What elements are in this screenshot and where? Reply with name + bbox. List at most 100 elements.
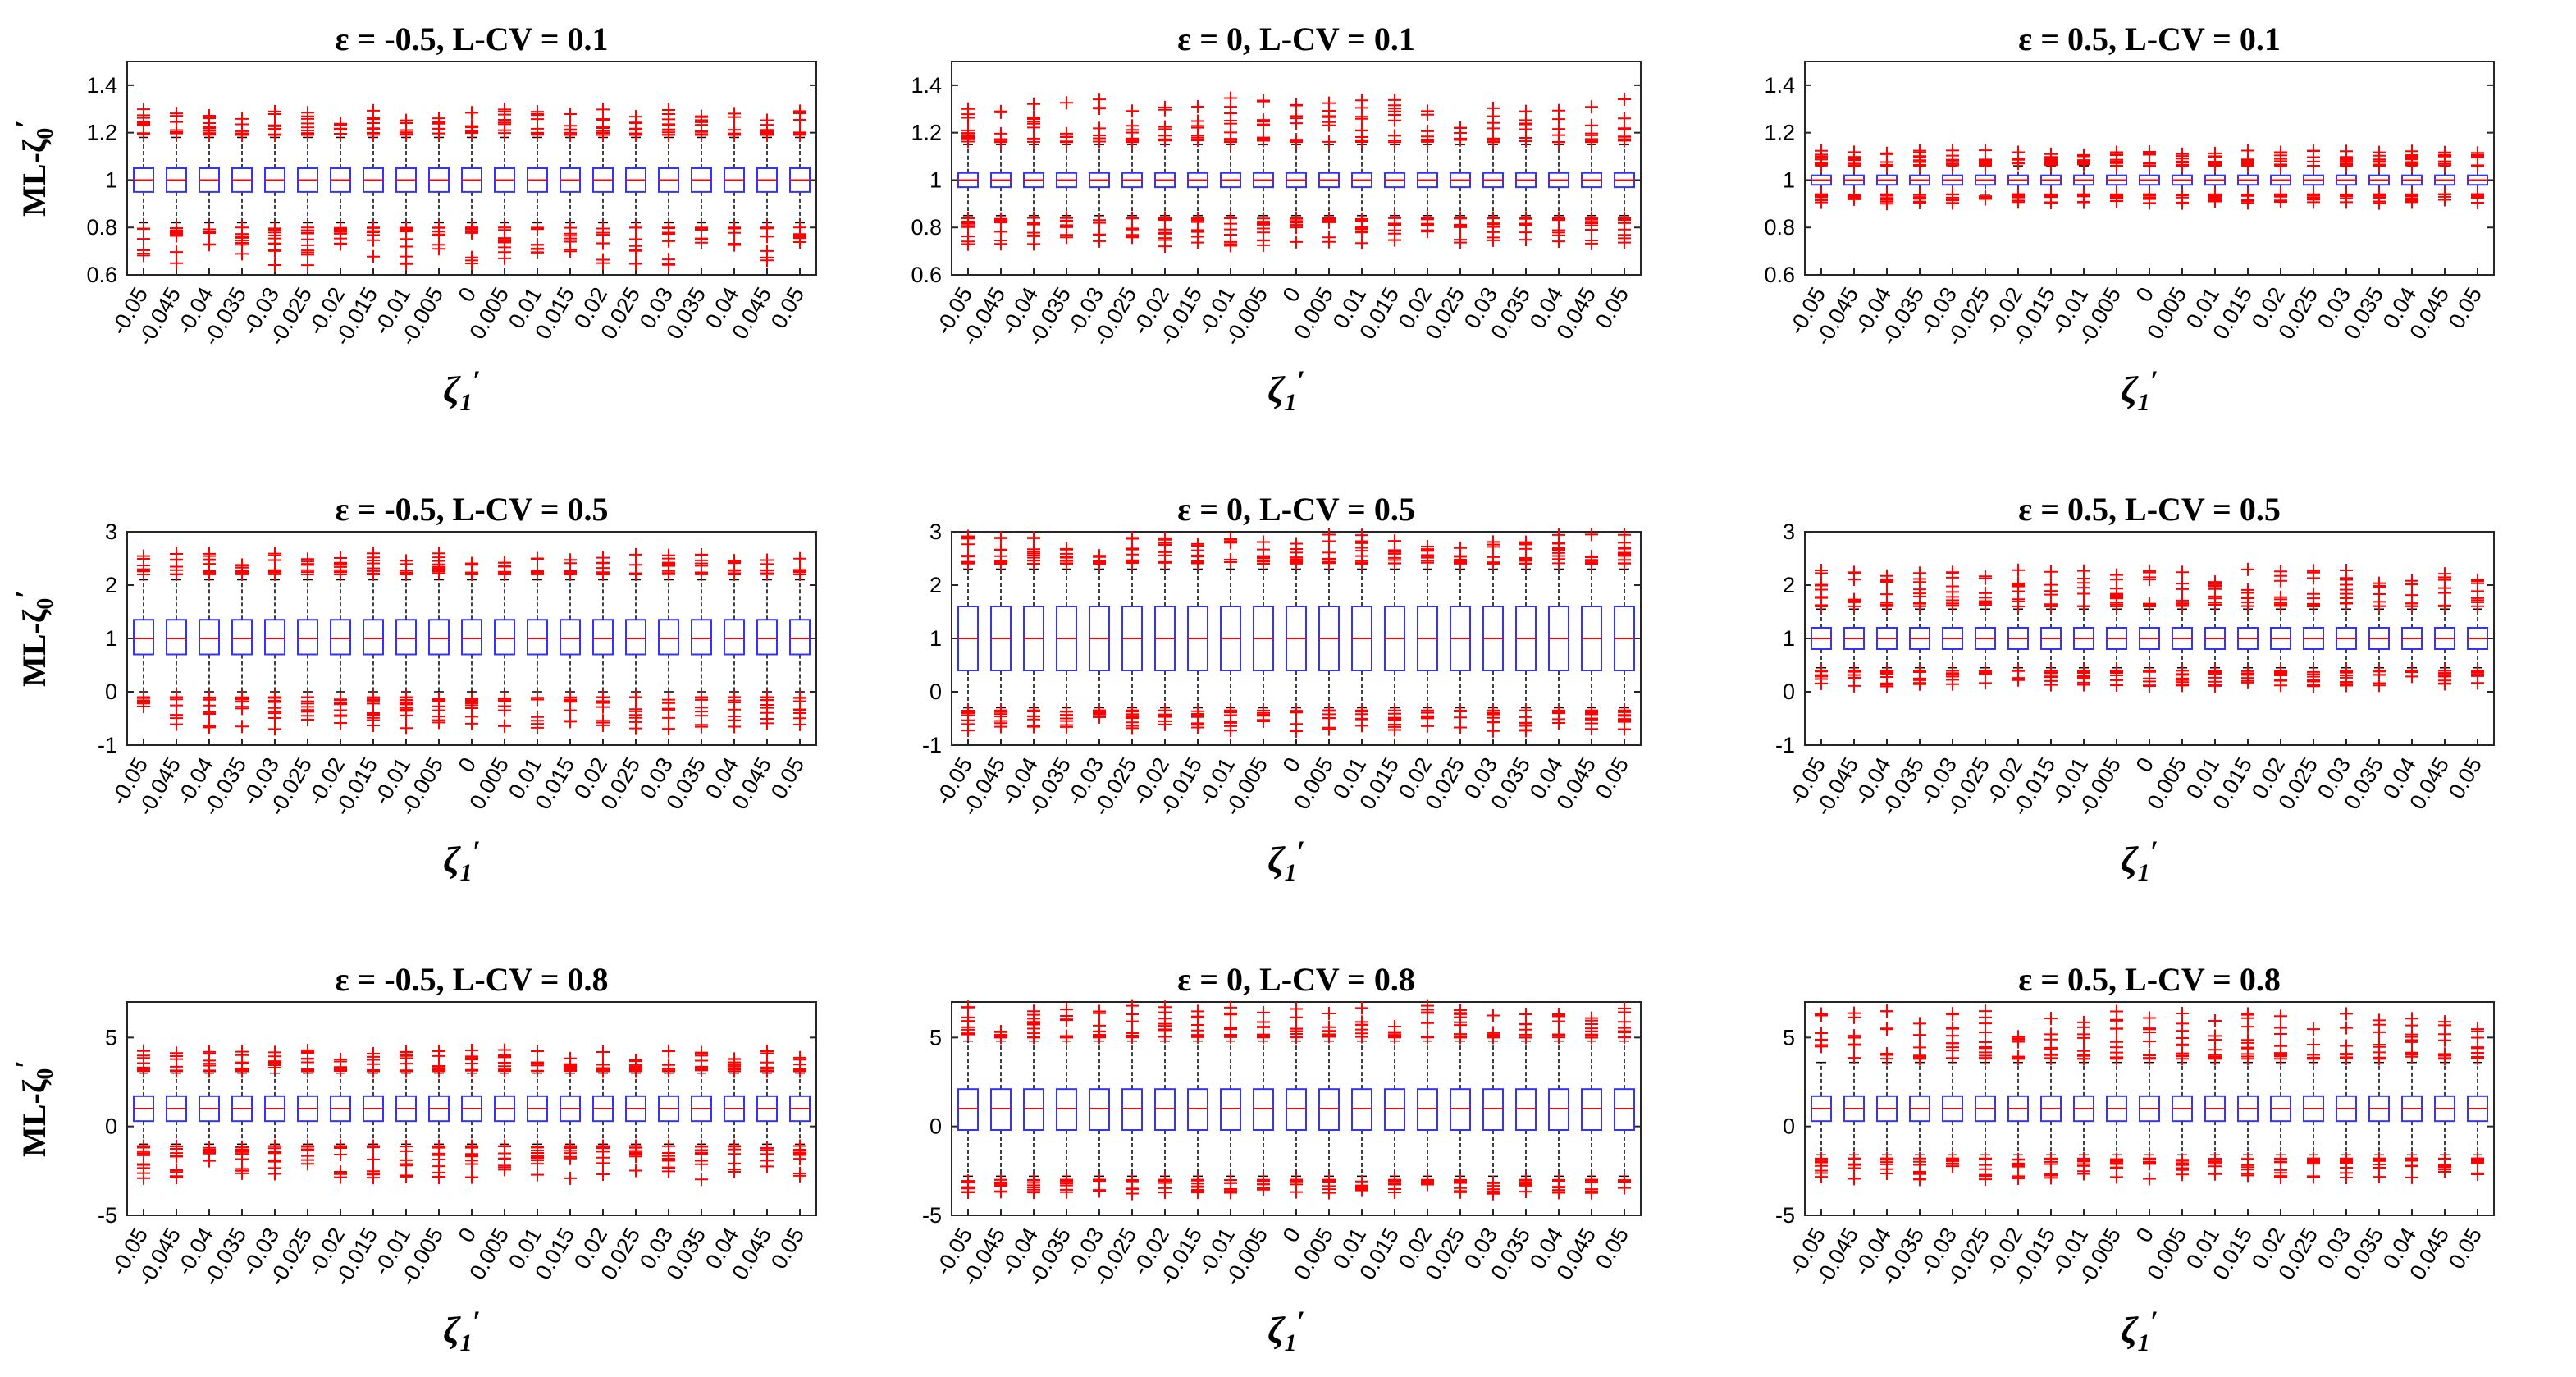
outlier-high [170, 547, 183, 561]
box [199, 619, 220, 656]
outlier-high [1126, 104, 1139, 118]
y-axis-prefix: ML-ζ [16, 139, 53, 217]
outlier-low [564, 235, 577, 249]
x-axis-prime: ′ [2150, 364, 2158, 397]
x-axis-symbol: ζ [1267, 839, 1286, 881]
outlier-high [334, 117, 347, 131]
outlier-low [400, 240, 413, 254]
outlier-low [235, 691, 249, 705]
x-axis-symbol: ζ [443, 839, 461, 881]
x-axis-subscript: 1 [1285, 859, 1297, 886]
panel-title: ε = 0.5, L-CV = 0.1 [2018, 21, 2281, 57]
x-axis-subscript: 1 [460, 389, 473, 416]
outlier-high [2012, 156, 2025, 170]
x-axis-symbol: ζ [1267, 1309, 1286, 1351]
outlier-low [2110, 187, 2123, 201]
y-tick-label: -1 [98, 733, 117, 757]
y-tick-label: -1 [1775, 733, 1795, 757]
outlier-low [432, 225, 445, 239]
outlier-high [1355, 101, 1368, 115]
x-tick-label: 0 [2131, 753, 2158, 776]
outlier-low [1421, 218, 1434, 232]
outlier-low [2012, 195, 2025, 209]
outlier-low [1487, 225, 1500, 239]
x-axis-label: ζ1′ [443, 835, 480, 886]
outlier-low [268, 236, 281, 250]
outlier-low [1224, 228, 1237, 242]
outlier-low [137, 222, 150, 236]
y-axis-prime: ′ [11, 590, 41, 598]
outlier-high [994, 105, 1007, 119]
y-tick-label: 1 [929, 167, 942, 192]
outlier-low [170, 717, 183, 731]
outlier-low [301, 248, 314, 262]
outlier-high [137, 564, 150, 578]
y-tick-label: 1.2 [86, 121, 117, 145]
outlier-low [760, 244, 774, 258]
outlier-high [2176, 156, 2189, 170]
outlier-low [465, 250, 478, 264]
outlier-low [1388, 233, 1401, 247]
outlier-low [170, 227, 183, 241]
outlier-low [2438, 188, 2451, 202]
x-tick-label: 0 [1278, 1224, 1305, 1247]
outlier-low [1322, 213, 1336, 226]
box [133, 619, 154, 656]
y-tick-label: 0 [929, 1114, 942, 1139]
y-axis-subscript: 0 [33, 128, 58, 140]
outlier-low [1388, 211, 1401, 225]
outlier-high [1158, 132, 1172, 146]
outlier-high [1355, 135, 1368, 149]
outlier-high [2143, 159, 2156, 173]
panel-title: ε = -0.5, L-CV = 0.8 [335, 961, 608, 998]
panel-9: ε = 0.5, L-CV = 0.8-505-0.05-0.045-0.04-… [1775, 961, 2495, 1356]
outlier-low [1552, 235, 1565, 249]
y-axis-label: ML-ζ0′ [11, 120, 58, 217]
outlier-low [170, 245, 183, 259]
outlier-high [1027, 135, 1040, 149]
outlier-low [498, 245, 511, 259]
outlier-high [268, 565, 281, 579]
outlier-high [1158, 103, 1172, 117]
outlier-low [170, 698, 183, 712]
outlier-low [268, 258, 281, 272]
y-tick-label: 5 [929, 1025, 942, 1050]
y-tick-label: 0 [105, 1114, 117, 1139]
y-tick-label: 0 [1783, 679, 1795, 704]
x-axis-subscript: 1 [1285, 389, 1297, 416]
y-tick-label: 2 [105, 573, 117, 597]
outlier-low [596, 228, 610, 242]
outlier-high [367, 126, 380, 140]
outlier-low [2044, 189, 2058, 203]
y-axis-prefix: ML-ζ [16, 1079, 53, 1157]
outlier-high [1322, 109, 1336, 123]
outlier-high [596, 112, 610, 126]
outlier-high [2471, 159, 2484, 173]
outlier-high [268, 549, 281, 563]
outlier-low [2143, 191, 2156, 205]
y-axis-subscript: 0 [33, 598, 58, 610]
panel-5: ε = 0, L-CV = 0.5-10123-0.05-0.045-0.04-… [922, 491, 1642, 886]
panel-title: ε = -0.5, L-CV = 0.1 [335, 21, 608, 57]
outlier-high [137, 115, 150, 129]
x-tick-label: 0.05 [766, 1224, 809, 1274]
outlier-high [2143, 145, 2156, 159]
outlier-low [1848, 190, 1861, 204]
outlier-low [1322, 235, 1336, 249]
outlier-high [1421, 104, 1434, 118]
outlier-high [531, 126, 544, 140]
outlier-high [1618, 92, 1631, 106]
y-axis-subscript: 0 [33, 1068, 58, 1080]
outlier-high [2044, 153, 2058, 167]
outlier-high [793, 104, 806, 118]
outlier-high [1519, 134, 1532, 148]
y-tick-label: 1.4 [1764, 73, 1795, 98]
outlier-high [1979, 158, 1992, 172]
x-axis-symbol: ζ [443, 368, 461, 410]
outlier-low [1519, 212, 1532, 226]
outlier-high [2208, 158, 2222, 172]
y-tick-label: 3 [1783, 519, 1795, 544]
outlier-low [1126, 228, 1139, 242]
y-axis-prime: ′ [11, 1060, 41, 1068]
outlier-low [203, 691, 216, 705]
